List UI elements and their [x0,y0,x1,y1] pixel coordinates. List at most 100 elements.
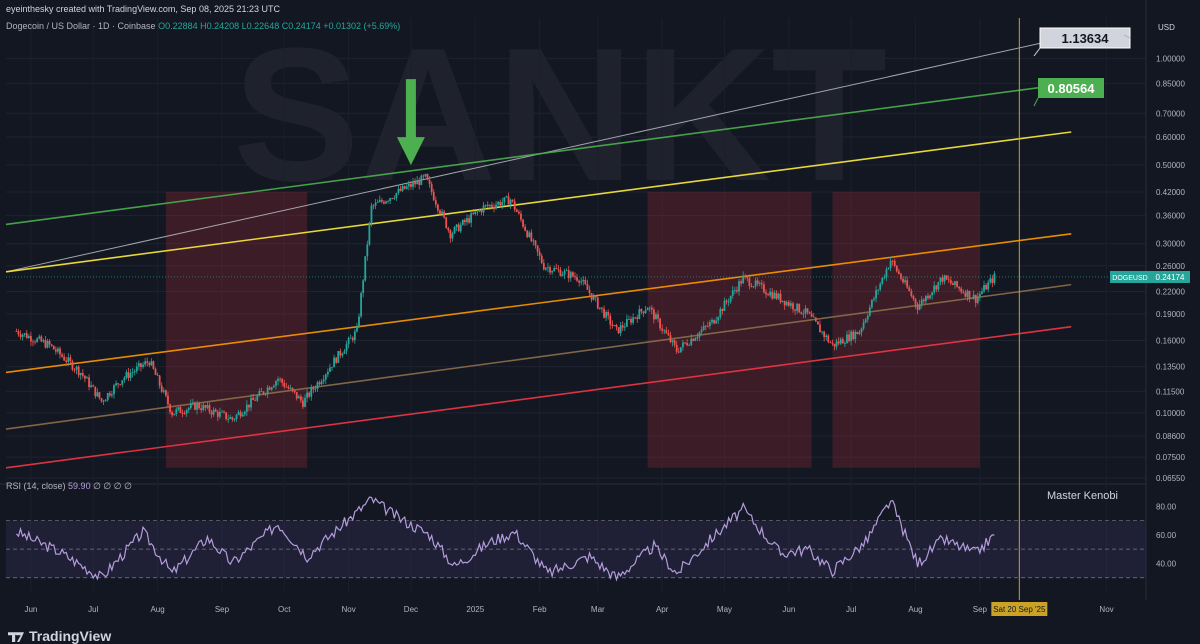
candle-body [941,277,944,282]
candle-body [794,309,796,311]
trendline [5,82,1072,226]
candle-body [860,328,863,333]
candle-body [370,205,373,223]
symbol-line: Dogecoin / US Dollar · 1D · Coinbase O0.… [6,21,400,31]
price-tick-label: 0.06550 [1156,474,1185,483]
candle-body [19,334,22,337]
candle-body [77,366,80,376]
rsi-tick-label: 80.00 [1156,502,1177,511]
time-tick-label: Jul [88,605,98,614]
candle-body [322,379,325,382]
candle-body [690,338,693,345]
candle-body [260,390,263,392]
candle-body [443,211,446,218]
last-price-box [1150,270,1190,283]
candle-body [974,294,977,303]
candle-body [817,321,819,325]
candle-body [549,267,551,273]
candle-body [464,219,466,223]
candle-body [73,369,76,371]
candle-body [846,334,848,344]
candle-body [71,361,74,370]
candle-body [495,204,497,209]
candle-body [852,331,855,340]
rsi-label: RSI (14, close) [6,481,66,491]
candle-body [584,279,587,285]
candle-body [453,227,456,234]
candle-body [25,333,28,339]
candle-body [320,381,323,385]
candle-body [916,304,919,310]
candle-body [27,335,30,339]
candle-body [910,291,913,297]
candle-body [821,331,823,333]
candle-body [673,340,676,345]
candle-body [617,327,620,334]
candle-body [802,313,805,315]
candle-body [684,342,686,344]
candle-body [281,378,284,383]
candle-body [150,361,153,366]
candle-body [960,288,963,292]
candle-body [904,280,907,283]
candle-body [900,273,902,279]
candle-body [526,230,529,237]
candle-body [46,340,49,348]
candle-body [368,222,371,245]
candle-body [796,303,799,311]
candle-body [183,413,186,414]
candle-body [962,291,965,293]
candle-body [104,399,107,402]
candle-body [339,351,342,356]
candle-body [67,357,70,362]
candle-body [387,200,389,202]
time-tick-label: Jun [24,605,37,614]
candle-body [571,272,574,277]
candle-body [127,372,130,378]
credit-line: eyeinthesky created with TradingView.com… [6,4,280,14]
trendlines [5,38,1072,469]
candle-body [54,349,57,352]
candle-body [106,393,109,400]
candle-body [167,395,169,405]
candle-body [731,290,734,296]
callout-pointer [1033,97,1039,107]
candle-body [250,397,252,408]
candle-body [75,366,78,370]
candle-body [897,271,900,274]
candle-body [235,414,238,420]
candle-body [596,297,599,309]
candle-body [592,296,595,300]
candle-body [245,404,248,412]
candle-body [94,386,97,397]
candle-body [829,341,832,343]
candle-body [650,307,653,310]
candle-body [968,290,971,299]
candle-body [461,219,464,225]
candle-body [198,403,201,409]
candle-body [754,280,757,287]
candle-body [922,299,925,302]
candle-body [692,338,695,341]
candle-body [239,412,242,417]
candle-body [804,308,807,314]
candle-body [756,280,759,284]
candle-body [702,325,705,330]
candle-body [719,309,722,318]
candle-body [983,284,985,292]
price-tick-label: 0.13500 [1156,363,1185,372]
candle-body [638,309,641,320]
candle-body [823,331,826,338]
candle-body [497,201,500,205]
price-tick-label: 1.00000 [1156,54,1185,63]
candle-body [530,232,533,242]
candle-body [86,377,88,379]
candle-body [773,292,776,299]
candle-body [561,274,564,276]
candle-body [630,318,632,323]
candle-body [503,197,506,203]
candle-body [856,331,859,335]
candle-body [418,180,421,185]
